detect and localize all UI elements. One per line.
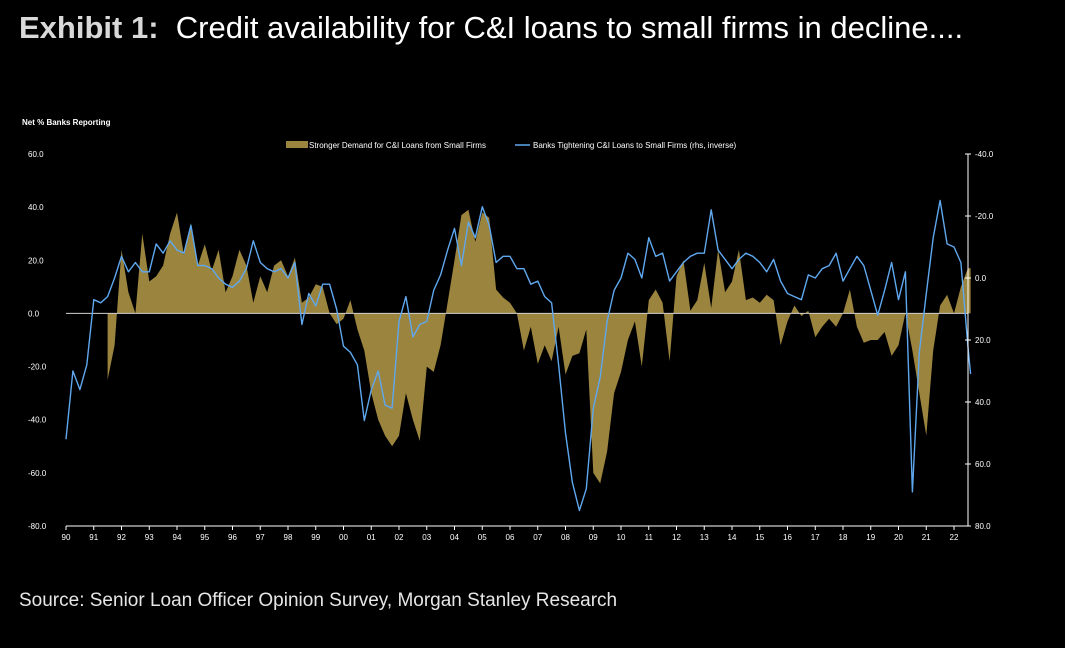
left-axis-tick-label: 0.0 bbox=[28, 309, 40, 318]
legend-line-label: Banks Tightening C&I Loans to Small Firm… bbox=[533, 141, 737, 150]
right-axis-tick-label: 20.0 bbox=[975, 336, 991, 345]
title-text: Credit availability for C&I loans to sma… bbox=[175, 10, 964, 45]
x-axis-tick-label: 94 bbox=[173, 533, 182, 542]
x-axis-tick-label: 95 bbox=[200, 533, 209, 542]
x-axis-tick-label: 01 bbox=[367, 533, 376, 542]
chart-title: Exhibit 1: Credit availability for C&I l… bbox=[19, 6, 1019, 49]
x-axis-tick-label: 97 bbox=[256, 533, 265, 542]
left-axis-tick-label: 20.0 bbox=[28, 256, 44, 265]
legend: Stronger Demand for C&I Loans from Small… bbox=[286, 141, 737, 150]
x-axis-tick-label: 90 bbox=[62, 533, 71, 542]
right-axis-tick-label: -40.0 bbox=[975, 150, 994, 159]
plot-area: 60.0 40.0 20.0 0.0 -20.0 -40.0 -60.0 -80.0 -40.0… bbox=[28, 150, 994, 542]
x-axis-tick-label: 98 bbox=[284, 533, 293, 542]
left-axis-tick-label: -20.0 bbox=[28, 363, 47, 372]
x-axis-tick-label: 05 bbox=[478, 533, 487, 542]
x-axis-tick-label: 91 bbox=[89, 533, 98, 542]
x-axis-tick-label: 10 bbox=[617, 533, 626, 542]
x-axis-tick-label: 17 bbox=[811, 533, 820, 542]
legend-area-label: Stronger Demand for C&I Loans from Small… bbox=[309, 141, 486, 150]
left-axis-tick-label: -80.0 bbox=[28, 522, 47, 531]
x-axis-tick-label: 19 bbox=[866, 533, 875, 542]
x-axis-tick-label: 18 bbox=[839, 533, 848, 542]
x-axis-tick-label: 11 bbox=[645, 533, 654, 542]
left-axis-tick-label: 40.0 bbox=[28, 203, 44, 212]
legend-area-swatch bbox=[286, 141, 308, 148]
x-axis-tick-label: 22 bbox=[950, 533, 959, 542]
right-axis-tick-label: 80.0 bbox=[975, 522, 991, 531]
exhibit-label: Exhibit 1: bbox=[19, 10, 159, 45]
x-axis-tick-label: 16 bbox=[783, 533, 792, 542]
x-axis-tick-label: 02 bbox=[395, 533, 404, 542]
x-axis-tick-label: 21 bbox=[922, 533, 931, 542]
x-axis-tick-label: 13 bbox=[700, 533, 709, 542]
left-axis-tick-label: -40.0 bbox=[28, 416, 47, 425]
demand-area-series bbox=[107, 209, 971, 484]
x-axis-tick-label: 14 bbox=[728, 533, 737, 542]
x-axis-tick-label: 07 bbox=[533, 533, 542, 542]
right-axis-tick-label: 60.0 bbox=[975, 460, 991, 469]
x-axis-tick-label: 04 bbox=[450, 533, 459, 542]
x-axis-tick-label: 08 bbox=[561, 533, 570, 542]
tightening-line-series bbox=[65, 199, 972, 512]
x-axis-tick-label: 99 bbox=[311, 533, 320, 542]
x-axis-tick-label: 20 bbox=[894, 533, 903, 542]
x-axis-tick-label: 06 bbox=[506, 533, 515, 542]
y-axis-label: Net % Banks Reporting bbox=[22, 118, 111, 127]
left-axis-tick-label: -60.0 bbox=[28, 469, 47, 478]
right-axis-tick-label: 40.0 bbox=[975, 398, 991, 407]
x-axis-tick-label: 96 bbox=[228, 533, 237, 542]
x-axis-tick-label: 09 bbox=[589, 533, 598, 542]
x-axis-tick-label: 92 bbox=[117, 533, 126, 542]
x-axis-tick-label: 12 bbox=[672, 533, 681, 542]
source-note: Source: Senior Loan Officer Opinion Surv… bbox=[19, 590, 618, 611]
right-axis-tick-label: -20.0 bbox=[975, 212, 994, 221]
right-axis-tick-label: 0.0 bbox=[975, 274, 987, 283]
left-axis-tick-label: 60.0 bbox=[28, 150, 44, 159]
x-axis-tick-label: 03 bbox=[422, 533, 431, 542]
x-axis-tick-label: 00 bbox=[339, 533, 348, 542]
x-axis-tick-label: 93 bbox=[145, 533, 154, 542]
x-axis-tick-label: 15 bbox=[755, 533, 764, 542]
